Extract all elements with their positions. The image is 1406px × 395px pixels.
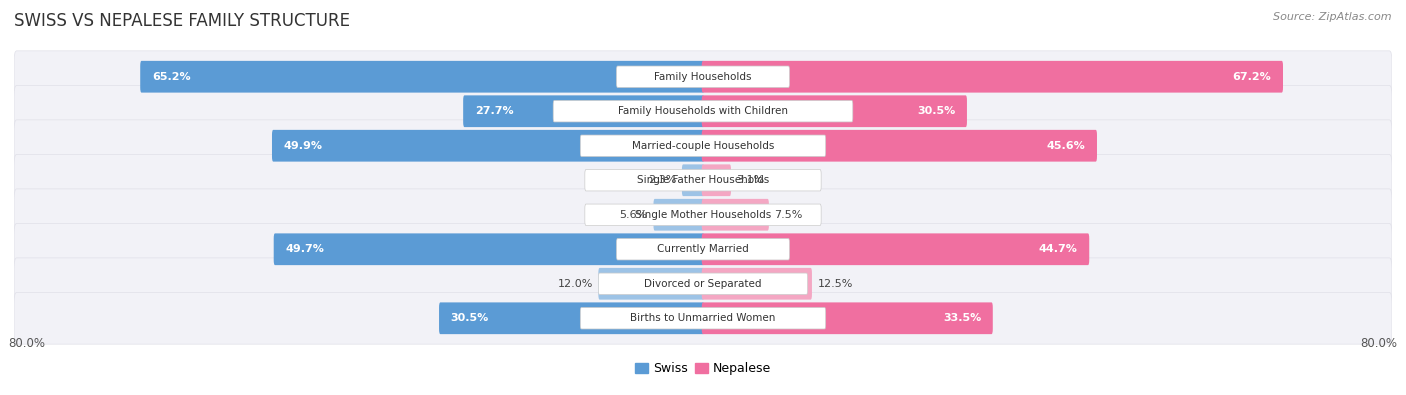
Text: 3.1%: 3.1% (737, 175, 765, 185)
Text: 12.5%: 12.5% (817, 279, 853, 289)
Text: 49.7%: 49.7% (285, 244, 325, 254)
Text: 27.7%: 27.7% (475, 106, 513, 116)
FancyBboxPatch shape (14, 258, 1392, 310)
Text: 33.5%: 33.5% (943, 313, 981, 323)
FancyBboxPatch shape (581, 308, 825, 329)
Legend: Swiss, Nepalese: Swiss, Nepalese (630, 357, 776, 380)
Text: 12.0%: 12.0% (557, 279, 593, 289)
FancyBboxPatch shape (274, 233, 704, 265)
Text: 2.3%: 2.3% (648, 175, 676, 185)
FancyBboxPatch shape (702, 95, 967, 127)
FancyBboxPatch shape (14, 224, 1392, 275)
FancyBboxPatch shape (702, 130, 1097, 162)
FancyBboxPatch shape (581, 135, 825, 156)
Text: 65.2%: 65.2% (152, 72, 190, 82)
Text: 30.5%: 30.5% (917, 106, 955, 116)
Text: SWISS VS NEPALESE FAMILY STRUCTURE: SWISS VS NEPALESE FAMILY STRUCTURE (14, 12, 350, 30)
FancyBboxPatch shape (14, 120, 1392, 171)
FancyBboxPatch shape (599, 268, 704, 300)
FancyBboxPatch shape (599, 273, 807, 294)
FancyBboxPatch shape (463, 95, 704, 127)
FancyBboxPatch shape (702, 268, 811, 300)
FancyBboxPatch shape (553, 101, 853, 122)
Text: Family Households: Family Households (654, 72, 752, 82)
FancyBboxPatch shape (616, 239, 790, 260)
FancyBboxPatch shape (14, 292, 1392, 344)
Text: 5.6%: 5.6% (620, 210, 648, 220)
FancyBboxPatch shape (14, 51, 1392, 103)
FancyBboxPatch shape (14, 154, 1392, 206)
FancyBboxPatch shape (702, 61, 1284, 92)
FancyBboxPatch shape (14, 85, 1392, 137)
FancyBboxPatch shape (271, 130, 704, 162)
FancyBboxPatch shape (702, 233, 1090, 265)
Text: Divorced or Separated: Divorced or Separated (644, 279, 762, 289)
Text: 30.5%: 30.5% (451, 313, 489, 323)
FancyBboxPatch shape (654, 199, 704, 231)
FancyBboxPatch shape (702, 303, 993, 334)
Text: 45.6%: 45.6% (1046, 141, 1085, 151)
Text: 49.9%: 49.9% (284, 141, 322, 151)
FancyBboxPatch shape (682, 164, 704, 196)
Text: Single Mother Households: Single Mother Households (636, 210, 770, 220)
Text: Currently Married: Currently Married (657, 244, 749, 254)
FancyBboxPatch shape (14, 189, 1392, 241)
Text: 44.7%: 44.7% (1039, 244, 1077, 254)
FancyBboxPatch shape (585, 204, 821, 226)
FancyBboxPatch shape (616, 66, 790, 87)
Text: Births to Unmarried Women: Births to Unmarried Women (630, 313, 776, 323)
Text: 80.0%: 80.0% (1361, 337, 1398, 350)
FancyBboxPatch shape (702, 199, 769, 231)
FancyBboxPatch shape (141, 61, 704, 92)
Text: Family Households with Children: Family Households with Children (619, 106, 787, 116)
Text: 7.5%: 7.5% (775, 210, 803, 220)
FancyBboxPatch shape (439, 303, 704, 334)
Text: Married-couple Households: Married-couple Households (631, 141, 775, 151)
Text: Single Father Households: Single Father Households (637, 175, 769, 185)
FancyBboxPatch shape (702, 164, 731, 196)
Text: 67.2%: 67.2% (1233, 72, 1271, 82)
Text: 80.0%: 80.0% (8, 337, 45, 350)
FancyBboxPatch shape (585, 169, 821, 191)
Text: Source: ZipAtlas.com: Source: ZipAtlas.com (1274, 12, 1392, 22)
